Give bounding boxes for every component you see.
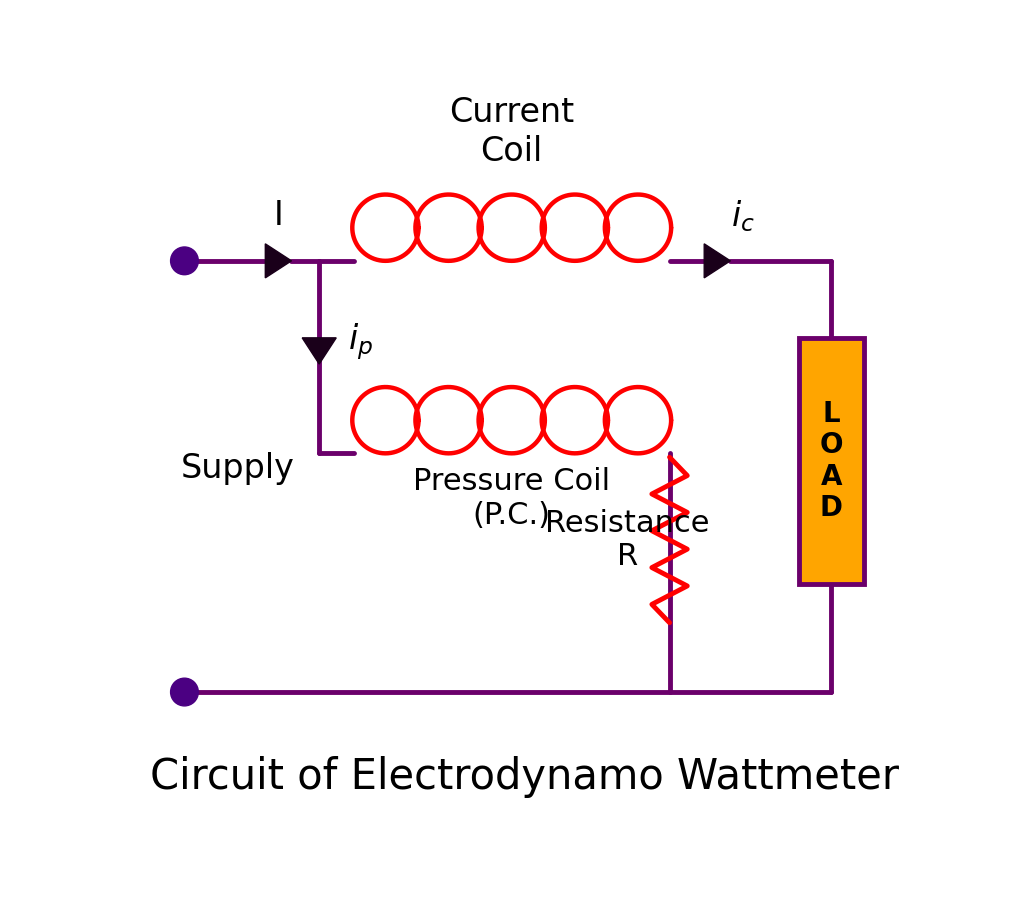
Text: I: I	[273, 199, 284, 232]
Text: Pressure Coil
(P.C.): Pressure Coil (P.C.)	[413, 467, 610, 529]
Circle shape	[171, 678, 199, 706]
Text: Resistance
R: Resistance R	[545, 508, 710, 572]
Polygon shape	[705, 244, 730, 278]
Text: L
O
A
D: L O A D	[819, 400, 843, 522]
Text: $i_p$: $i_p$	[348, 322, 374, 362]
Polygon shape	[265, 244, 292, 278]
Text: $i_c$: $i_c$	[731, 198, 755, 234]
Text: Supply: Supply	[180, 453, 295, 485]
Circle shape	[171, 247, 199, 275]
Text: Current
Coil: Current Coil	[450, 96, 574, 168]
Bar	[799, 338, 864, 584]
Text: Circuit of Electrodynamo Wattmeter: Circuit of Electrodynamo Wattmeter	[151, 756, 899, 798]
Polygon shape	[302, 338, 336, 364]
